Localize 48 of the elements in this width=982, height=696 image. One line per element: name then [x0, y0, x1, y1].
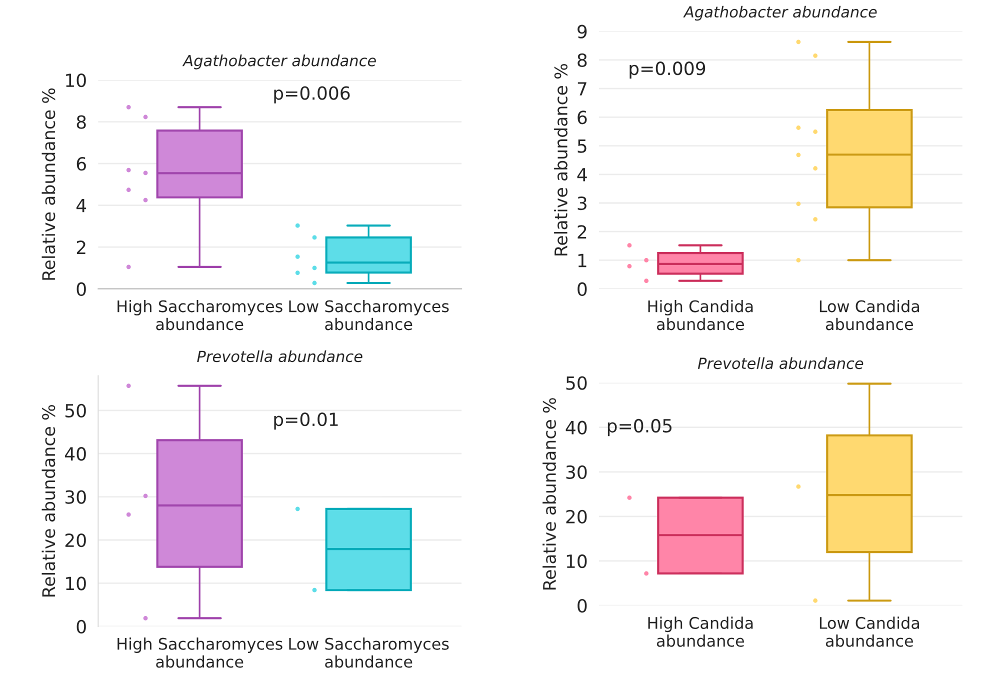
- y-tick-label: 20: [566, 510, 587, 524]
- y-axis-title: Relative abundance %: [42, 405, 56, 596]
- x-tick-label: High Saccharomyces abundance: [118, 638, 282, 668]
- y-tick-label: 10: [566, 554, 587, 568]
- y-tick-label: 30: [65, 490, 86, 504]
- y-tick-label: 4: [577, 168, 587, 182]
- y-tick-label: 7: [578, 82, 586, 96]
- x-tick-label: Low Saccharomyces abundance: [289, 300, 449, 330]
- x-tick-label: High Candida abundance: [648, 300, 753, 330]
- y-tick-label: 20: [65, 533, 86, 548]
- y-tick-label: 5: [578, 139, 586, 153]
- x-tick-label: High Saccharomyces abundance: [118, 300, 282, 330]
- y-axis-title: Relative abundance %: [542, 398, 556, 590]
- annotation: p=0.01: [274, 412, 338, 430]
- y-tick-label: 40: [566, 420, 587, 434]
- y-tick-label: 0: [578, 282, 587, 296]
- y-tick-label: 3: [578, 196, 586, 210]
- y-tick-label: 8: [76, 115, 86, 129]
- y-tick-label: 6: [76, 157, 86, 171]
- chart-title: Prevotella abundance: [197, 350, 362, 362]
- y-tick-label: 0: [578, 598, 587, 613]
- x-tick-label: Low Candida abundance: [820, 616, 920, 647]
- y-axis-title: Relative abundance %: [42, 88, 56, 280]
- y-tick-label: 6: [578, 110, 587, 124]
- annotation: p=0.009: [630, 62, 706, 79]
- annotation: p=0.05: [608, 418, 672, 436]
- y-tick-label: 50: [566, 376, 587, 390]
- x-tick-label: High Candida abundance: [648, 616, 753, 647]
- y-tick-label: 50: [66, 404, 86, 418]
- y-tick-label: 0: [76, 620, 86, 634]
- x-tick-label: Low Saccharomyces abundance: [289, 638, 449, 668]
- y-tick-label: 2: [578, 225, 586, 238]
- y-tick-label: 10: [66, 74, 86, 88]
- chart-title: Prevotella abundance: [698, 357, 864, 370]
- y-tick-label: 40: [64, 447, 86, 461]
- y-tick-label: 8: [578, 53, 587, 68]
- y-tick-label: 4: [76, 199, 86, 212]
- annotation: p=0.006: [274, 86, 350, 104]
- chart-title: Agathobacter abundance: [683, 6, 877, 21]
- x-tick-label: Low Candida abundance: [820, 300, 920, 330]
- y-tick-label: 10: [66, 576, 86, 590]
- y-tick-label: 2: [76, 240, 86, 254]
- y-tick-label: 1: [578, 254, 586, 268]
- chart-title: Agathobacter abundance: [182, 54, 376, 70]
- y-axis-title: Relative abundance %: [554, 64, 568, 256]
- y-tick-label: 0: [76, 282, 86, 296]
- y-tick-label: 9: [578, 24, 587, 38]
- y-tick-label: 30: [566, 465, 587, 480]
